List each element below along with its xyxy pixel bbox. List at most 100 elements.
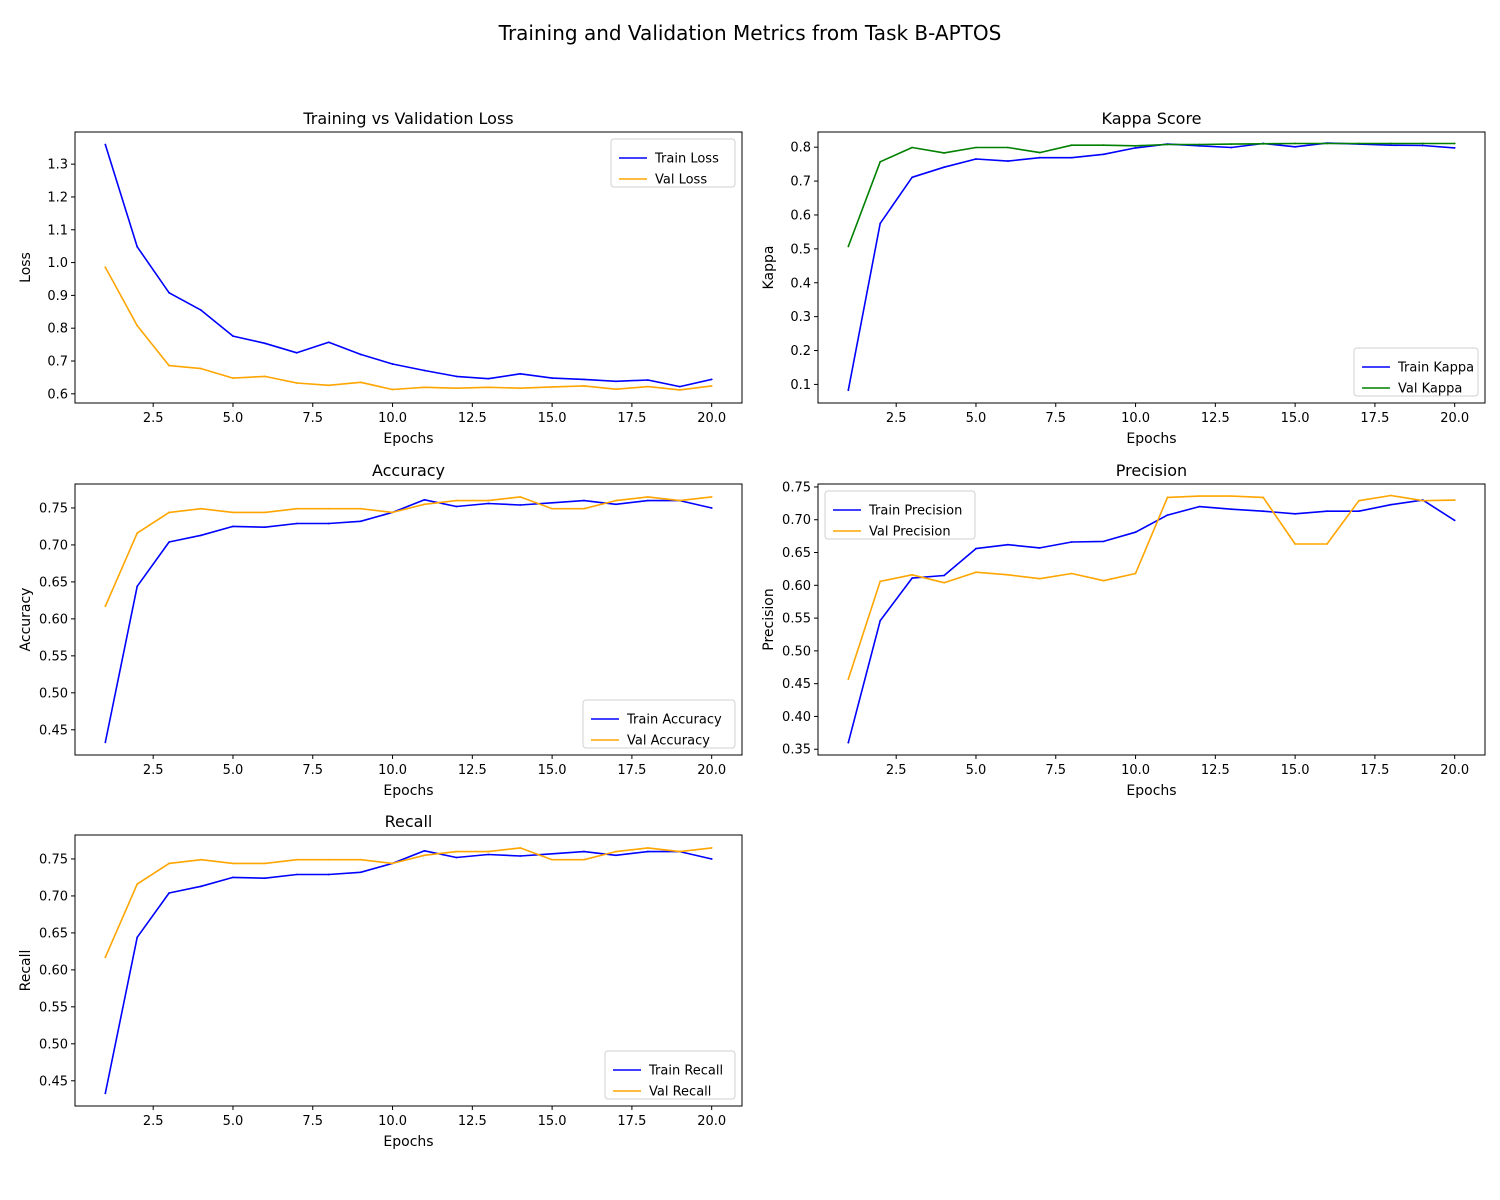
y-tick-label: 0.75 (782, 480, 811, 495)
data-point (263, 375, 266, 378)
x-axis-label: Epochs (383, 431, 433, 447)
y-tick-label: 0.70 (39, 889, 68, 904)
y-tick-label: 0.60 (39, 612, 68, 627)
data-point (646, 846, 649, 849)
y-tick-label: 0.60 (39, 963, 68, 978)
y-tick-label: 1.3 (47, 158, 68, 173)
x-tick-label: 15.0 (538, 411, 567, 426)
x-tick-label: 17.5 (617, 763, 646, 778)
y-tick-label: 1.1 (47, 223, 68, 238)
x-tick-label: 15.0 (538, 763, 567, 778)
x-tick-label: 7.5 (302, 1114, 323, 1129)
x-tick-label: 12.5 (458, 763, 487, 778)
y-tick-label: 0.8 (47, 322, 68, 337)
data-point (295, 507, 298, 510)
y-tick-label: 0.3 (790, 310, 811, 325)
data-point (1006, 146, 1009, 149)
data-point (710, 378, 713, 381)
legend-label: Val Loss (655, 173, 707, 188)
x-tick-label: 12.5 (1201, 411, 1230, 426)
y-tick-label: 0.7 (790, 175, 811, 190)
legend: Train Accuracy Val Accuracy (582, 699, 736, 749)
x-tick-label: 20.0 (697, 763, 726, 778)
data-point (327, 384, 330, 387)
x-tick-label: 10.0 (1121, 411, 1150, 426)
data-point (232, 335, 234, 337)
subplot-4: Precision Epochs Precision 2.5 5.0 7.5 10.0 12.… (761, 461, 1486, 799)
data-point (1198, 143, 1201, 146)
data-point (1453, 142, 1456, 145)
data-point (583, 850, 585, 853)
data-point (646, 850, 649, 853)
data-point (1326, 142, 1328, 145)
data-point (911, 577, 914, 579)
y-tick-label: 0.7 (47, 355, 68, 370)
data-point (1102, 153, 1105, 156)
data-point (1070, 144, 1073, 147)
legend-label: Train Kappa (1397, 361, 1474, 376)
subplot-title: Recall (385, 812, 433, 831)
legend: Train Loss Val Loss (610, 138, 736, 188)
x-tick-label: 17.5 (617, 411, 646, 426)
data-point (1294, 142, 1297, 145)
data-point (359, 381, 362, 384)
data-point (615, 388, 617, 391)
data-point (1326, 510, 1328, 513)
legend-label: Val Kappa (1398, 382, 1462, 397)
subplot-title: Accuracy (372, 461, 445, 480)
data-point (678, 850, 681, 853)
series-line-val-recall (104, 847, 712, 958)
data-point (168, 364, 171, 367)
figure-title: Training and Validation Metrics from Tas… (498, 21, 1002, 45)
legend-label: Val Accuracy (627, 734, 710, 749)
y-tick-label: 0.55 (39, 1000, 68, 1015)
data-point (678, 385, 681, 388)
data-point (1198, 144, 1201, 147)
x-tick-label: 12.5 (1201, 763, 1230, 778)
legend-box (824, 490, 976, 540)
x-tick-label: 17.5 (617, 1114, 646, 1129)
data-point (423, 386, 426, 389)
data-point (1006, 573, 1009, 576)
data-point (168, 862, 171, 865)
data-point (327, 873, 330, 876)
legend: Train Kappa Val Kappa (1353, 347, 1479, 397)
y-tick-label: 1.0 (47, 256, 68, 271)
data-point (879, 160, 882, 163)
data-point (391, 363, 394, 365)
data-point (551, 858, 554, 861)
y-axis-label: Precision (761, 588, 777, 650)
series-line-train-precision (847, 499, 1456, 743)
x-axis-label: Epochs (1126, 431, 1176, 447)
y-tick-label: 0.60 (782, 579, 811, 594)
data-point (200, 367, 202, 370)
data-point (104, 143, 107, 146)
x-tick-label: 15.0 (538, 1114, 567, 1129)
x-tick-label: 10.0 (1121, 763, 1150, 778)
legend-box (610, 138, 736, 188)
data-point (1070, 572, 1073, 575)
data-point (551, 501, 554, 504)
data-point (710, 507, 713, 509)
data-point (455, 856, 458, 859)
x-axis-label: Epochs (383, 1134, 433, 1150)
data-point (1230, 146, 1233, 149)
y-tick-label: 0.35 (782, 743, 811, 758)
x-tick-label: 7.5 (302, 411, 323, 426)
series-line-train-accuracy (104, 498, 712, 743)
legend-label: Val Precision (869, 525, 951, 540)
axes-frame (817, 131, 1486, 404)
x-tick-label: 17.5 (1360, 411, 1389, 426)
x-tick-label: 2.5 (143, 763, 164, 778)
x-axis-label: Epochs (383, 783, 433, 799)
data-point (879, 222, 882, 225)
axes-frame (74, 131, 743, 404)
data-point (391, 511, 394, 514)
data-point (1358, 510, 1360, 513)
legend-box (1353, 347, 1479, 397)
y-tick-label: 0.9 (47, 289, 68, 304)
x-tick-label: 2.5 (886, 763, 907, 778)
data-point (455, 850, 458, 853)
x-tick-label: 5.0 (966, 763, 987, 778)
data-point (168, 892, 171, 894)
